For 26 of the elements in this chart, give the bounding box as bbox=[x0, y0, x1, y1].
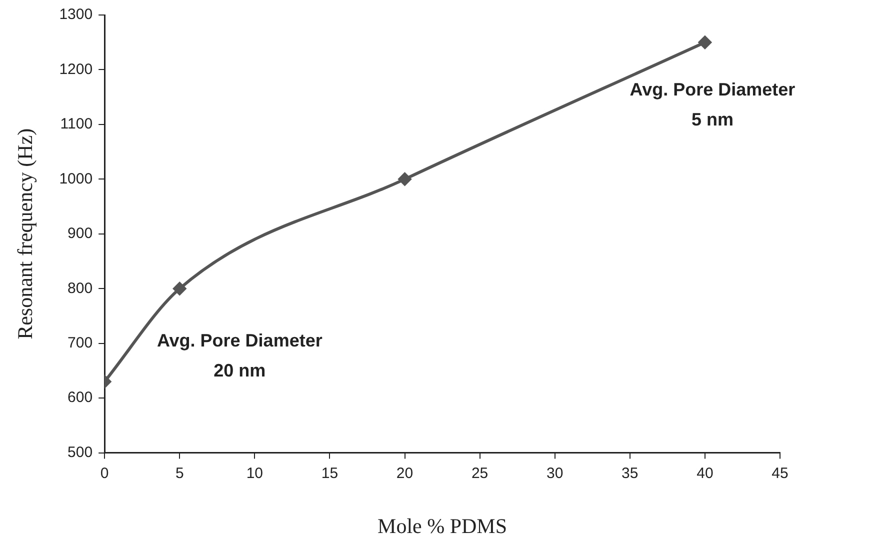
annotation: Avg. Pore Diameter 20 nm bbox=[156, 330, 322, 381]
x-tick-label: 15 bbox=[321, 464, 338, 482]
point bbox=[398, 172, 412, 186]
point bbox=[698, 36, 712, 49]
y-tick-label: 700 bbox=[68, 334, 93, 352]
y-tick-label: 900 bbox=[68, 225, 93, 242]
x-tick-label: 40 bbox=[696, 464, 714, 482]
y-tick-label: 1300 bbox=[59, 6, 93, 24]
y-tick-label: 1000 bbox=[59, 170, 93, 188]
x-tick-label: 0 bbox=[100, 464, 109, 482]
x-tick-label: 5 bbox=[175, 464, 184, 482]
x-tick-label: 35 bbox=[622, 464, 638, 482]
y-tick-label: 1100 bbox=[60, 116, 93, 133]
x-axis-title: Mole % PDMS bbox=[378, 514, 508, 538]
y-tick-label: 800 bbox=[68, 280, 93, 297]
x-tick-label: 20 bbox=[396, 464, 414, 482]
y-tick-label: 500 bbox=[68, 444, 93, 461]
y-axis-title: Resonant frequency (Hz) bbox=[13, 128, 38, 340]
y-tick-label: 1200 bbox=[59, 60, 93, 78]
x-tick-label: 45 bbox=[772, 464, 788, 482]
x-tick-label: 30 bbox=[546, 464, 564, 482]
x-tick-label: 25 bbox=[471, 464, 488, 482]
x-tick-label: 10 bbox=[246, 464, 264, 482]
y-tick-label: 600 bbox=[68, 389, 93, 406]
annotation: Avg. Pore Diameter 5 nm bbox=[630, 80, 796, 130]
point bbox=[173, 282, 186, 296]
